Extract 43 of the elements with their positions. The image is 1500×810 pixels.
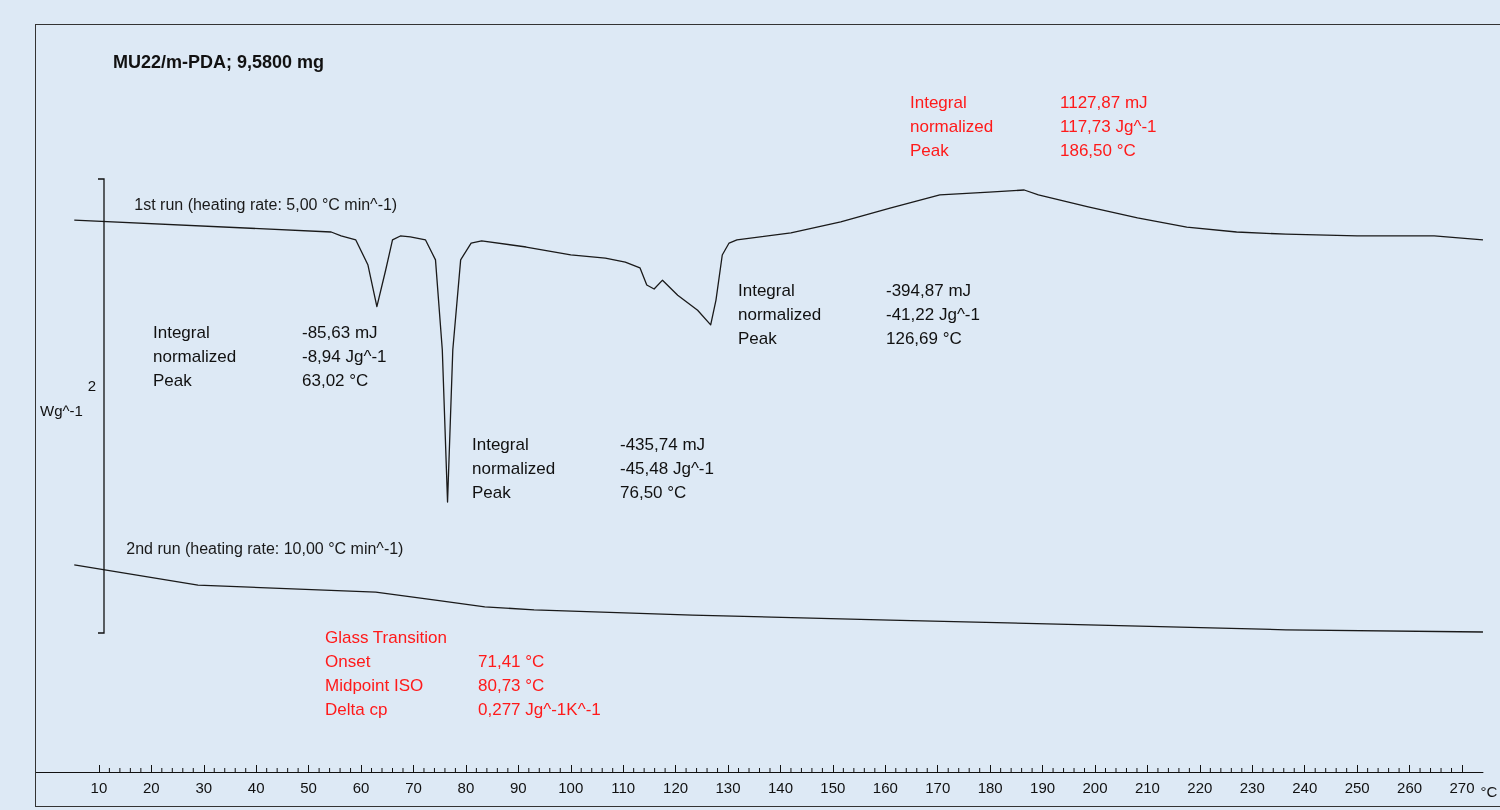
- x-tick-label: 40: [247, 779, 265, 796]
- x-tick-label: 10: [90, 779, 108, 796]
- text: 71,41 °C 80,73 °C 0,277 Jg^-1K^-1: [478, 651, 601, 719]
- annotation: 2: [87, 376, 96, 394]
- x-tick-label: 180: [977, 779, 1003, 796]
- annotation: -435,74 mJ -45,48 Jg^-1 76,50 °C: [620, 434, 714, 502]
- x-tick-label: 220: [1187, 779, 1213, 796]
- x-tick-label: 30: [195, 779, 213, 796]
- annotation: Integral normalized Peak: [153, 322, 237, 390]
- annotation: -394,87 mJ -41,22 Jg^-1 126,69 °C: [886, 280, 980, 348]
- x-tick-label: 100: [558, 779, 584, 796]
- x-tick-label: 190: [1030, 779, 1056, 796]
- x-tick-label: 160: [872, 779, 898, 796]
- x-tick-label: 110: [611, 779, 636, 796]
- text: 1127,87 mJ 117,73 Jg^-1 186,50 °C: [1060, 92, 1157, 160]
- annotation: Glass Transition Onset Midpoint ISO Delta cp: [325, 627, 447, 719]
- x-tick-label: 50: [300, 779, 317, 796]
- x-tick-label: 120: [663, 779, 689, 796]
- annotation: Integral normalized Peak: [738, 280, 822, 348]
- x-tick-label: 20: [142, 779, 160, 796]
- chart-title: MU22/m-PDA; 9,5800 mg: [113, 52, 325, 72]
- x-tick-label: 240: [1292, 779, 1318, 796]
- x-tick-label: 70: [405, 779, 422, 796]
- x-tick-label: 140: [767, 779, 793, 796]
- text: Integral normalized Peak: [910, 92, 994, 160]
- x-tick-label: 270: [1449, 779, 1475, 796]
- x-tick-label: 250: [1344, 779, 1370, 796]
- x-tick-label: 200: [1082, 779, 1108, 796]
- series-label: 1st run (heating rate: 5,00 °C min^-1): [134, 195, 398, 213]
- x-tick-label: 170: [925, 779, 951, 796]
- x-tick-label: 60: [352, 779, 370, 796]
- x-tick-label: 230: [1239, 779, 1265, 796]
- x-tick-label: 150: [820, 779, 846, 796]
- x-tick-label: 260: [1397, 779, 1423, 796]
- series-label: 2nd run (heating rate: 10,00 °C min^-1): [126, 540, 404, 558]
- x-tick-label: 80: [457, 779, 475, 796]
- x-tick-label: 130: [715, 779, 741, 796]
- x-tick-label: 90: [509, 779, 527, 796]
- annotation: Integral normalized Peak: [472, 434, 556, 502]
- x-axis-title: °C: [1480, 783, 1498, 800]
- y-axis-title: Wg^-1: [40, 401, 83, 419]
- x-tick-label: 210: [1134, 779, 1160, 796]
- annotation: -85,63 mJ -8,94 Jg^-1 63,02 °C: [302, 322, 387, 390]
